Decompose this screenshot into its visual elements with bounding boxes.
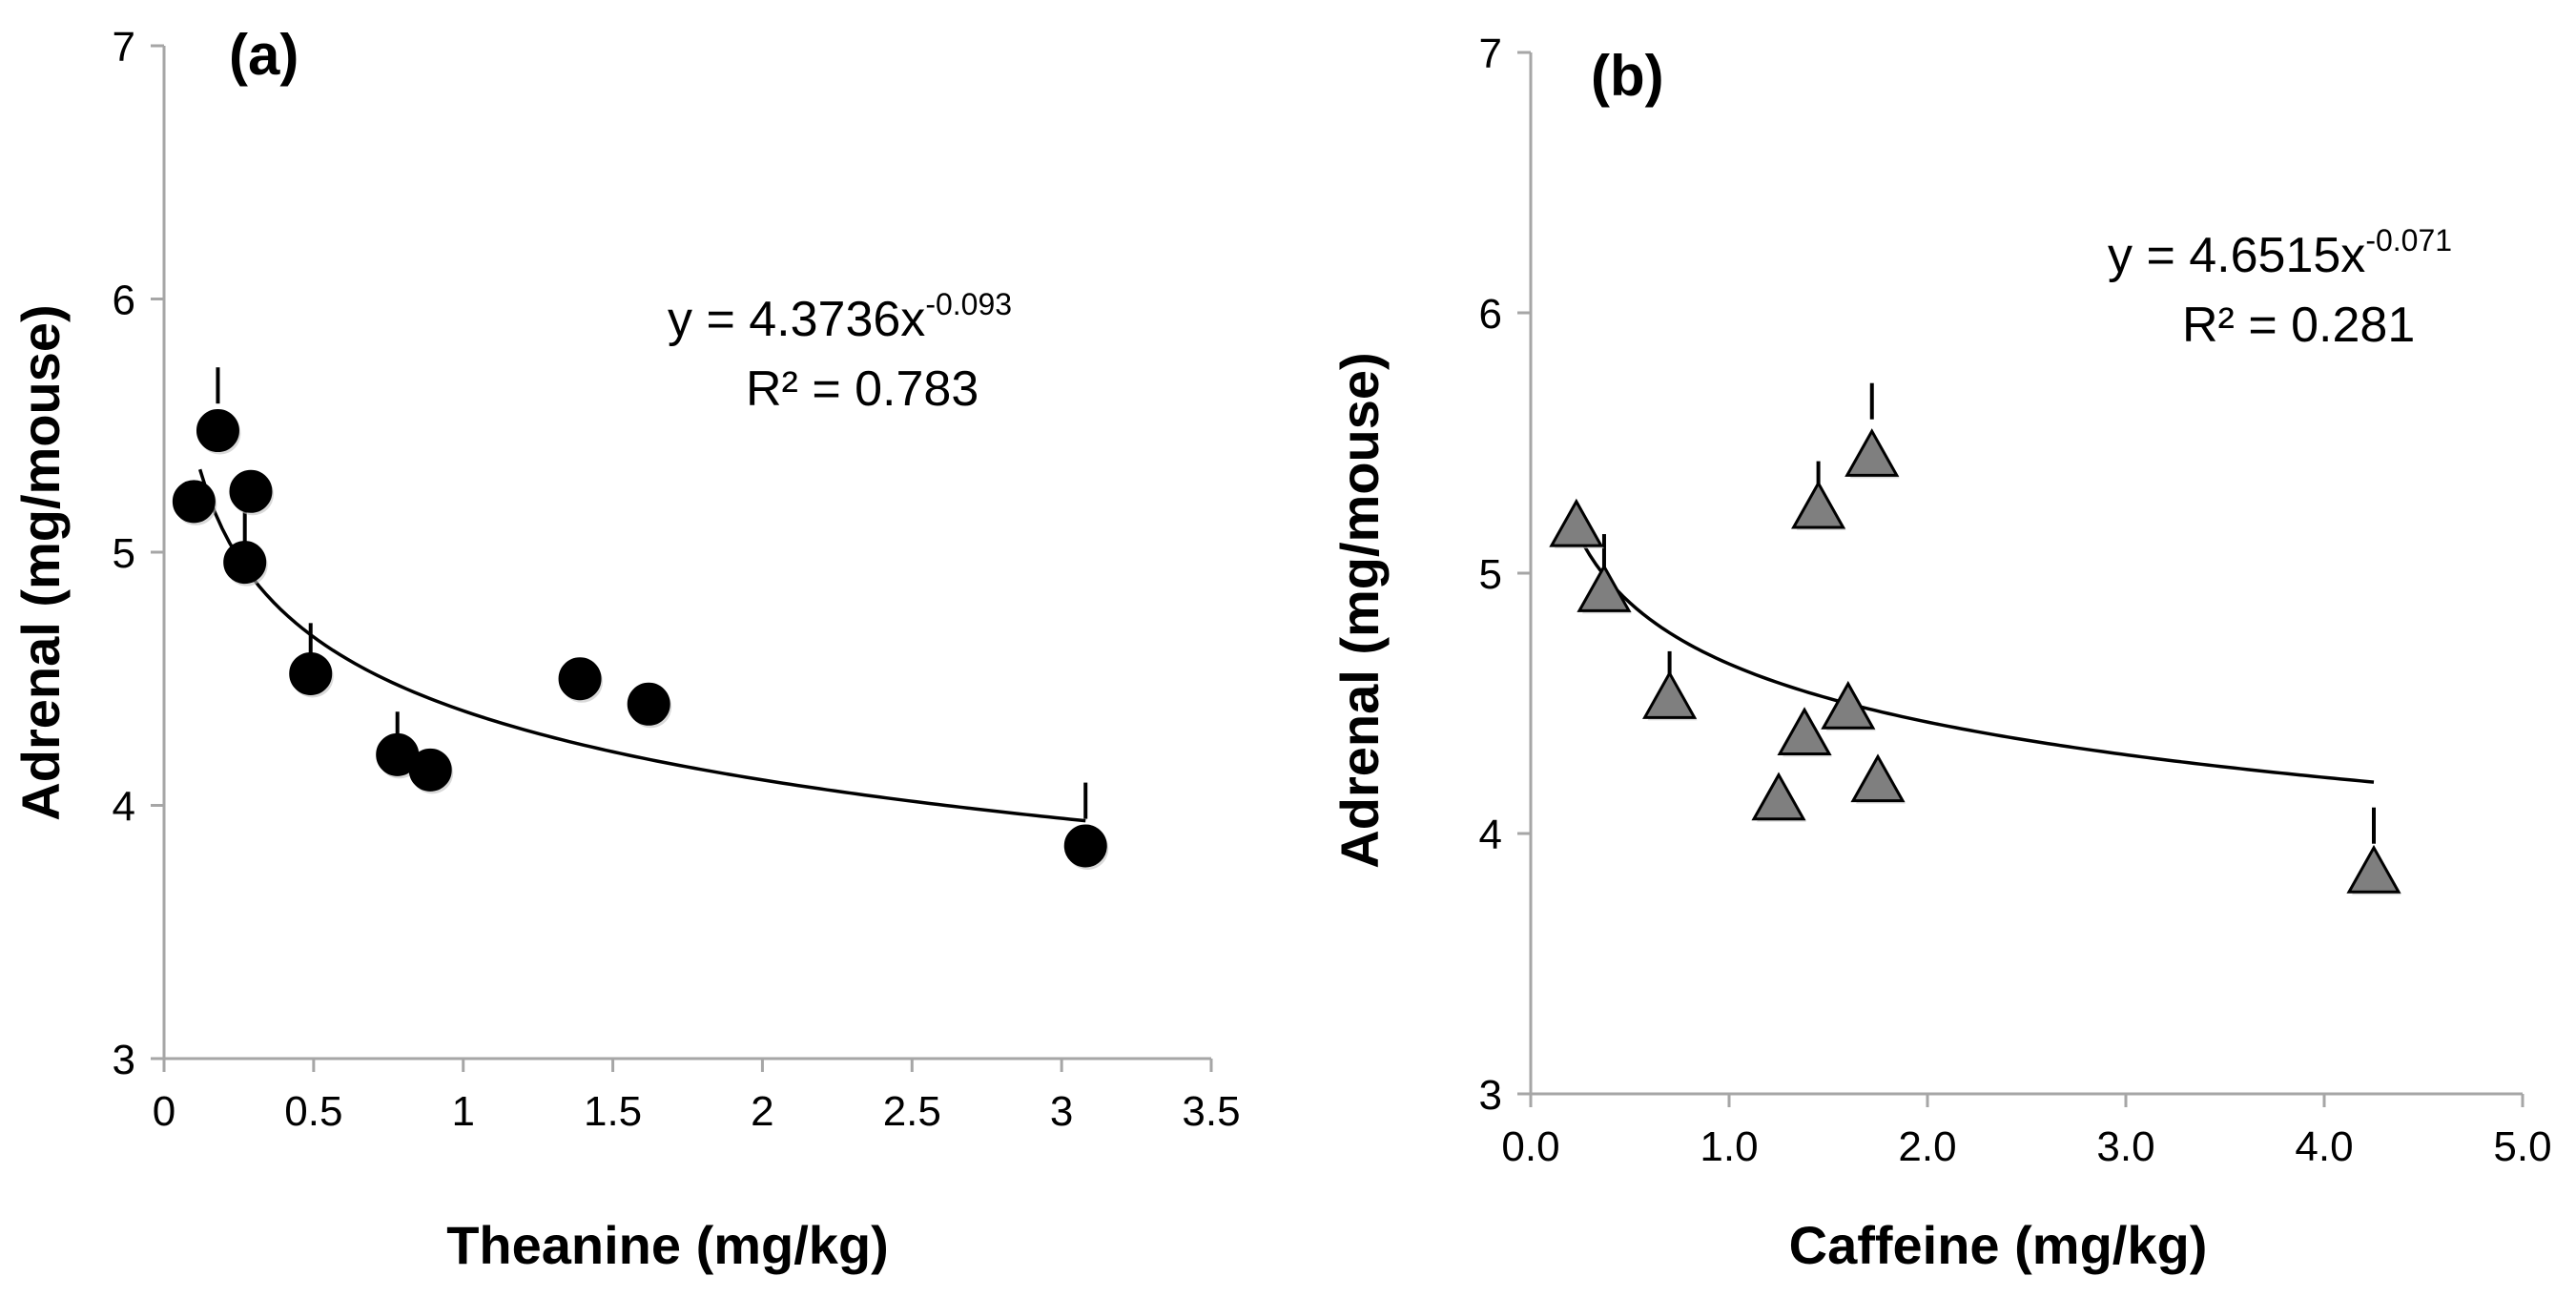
- data-point-b: [1821, 680, 1876, 730]
- r-squared-a: R² = 0.783: [746, 361, 979, 417]
- x-axis-title-b: Caffeine (mg/kg): [1789, 1215, 2208, 1275]
- chart-panel-b: (b) y = 4.6515x-0.071 R² = 0.281 Caffein…: [1329, 31, 2552, 1275]
- y-tick-label-a: 6: [113, 278, 135, 324]
- data-point-a: [196, 409, 239, 453]
- data-point-b: [1549, 498, 1604, 547]
- r-squared-b: R² = 0.281: [2182, 298, 2415, 353]
- x-tick-label-a: 3: [1050, 1088, 1073, 1135]
- data-point-a: [408, 748, 452, 792]
- data-point-a: [627, 682, 670, 726]
- x-tick-label-b: 0.0: [1501, 1123, 1559, 1170]
- y-tick-label-b: 7: [1479, 31, 1502, 77]
- trendline-a: [197, 468, 1086, 823]
- data-point-a: [172, 480, 216, 524]
- data-point-b: [1791, 480, 1846, 529]
- data-point-b: [2346, 844, 2401, 894]
- x-tick-label-a: 1.5: [584, 1088, 642, 1135]
- data-point-b: [1850, 753, 1906, 803]
- y-tick-label-b: 6: [1479, 291, 1502, 338]
- data-point-b: [1577, 564, 1632, 612]
- x-tick-label-b: 4.0: [2295, 1123, 2353, 1170]
- panel-label-a: (a): [229, 23, 299, 87]
- x-tick-label-b: 5.0: [2493, 1123, 2551, 1170]
- y-tick-label-a: 3: [113, 1037, 135, 1083]
- data-point-a: [289, 651, 333, 695]
- trendline-equation-a: y = 4.3736x-0.093: [668, 287, 1012, 347]
- trendline-equation-b: y = 4.6515x-0.071: [2108, 223, 2452, 283]
- data-point-a: [229, 469, 273, 513]
- data-point-b: [1642, 669, 1698, 719]
- y-tick-label-b: 5: [1479, 551, 1502, 598]
- data-point-b: [1777, 707, 1832, 756]
- x-tick-label-b: 3.0: [2096, 1123, 2154, 1170]
- data-point-b: [1751, 772, 1806, 821]
- data-point-b: [1844, 428, 1900, 477]
- x-tick-label-a: 0: [153, 1088, 175, 1135]
- data-point-a: [1063, 824, 1107, 868]
- x-tick-label-a: 2.5: [883, 1088, 941, 1135]
- y-tick-label-a: 5: [113, 530, 135, 577]
- panel-label-b: (b): [1591, 44, 1664, 108]
- y-axis-title-a: Adrenal (mg/mouse): [10, 304, 71, 820]
- x-tick-label-b: 1.0: [1700, 1123, 1758, 1170]
- chart-panel-a: (a) y = 4.3736x-0.093 R² = 0.783 Theanin…: [10, 23, 1241, 1275]
- x-tick-label-a: 0.5: [284, 1088, 342, 1135]
- trendline-b: [1575, 529, 2375, 784]
- data-point-a: [558, 657, 602, 701]
- y-tick-label-b: 3: [1479, 1072, 1502, 1119]
- y-axis-title-b: Adrenal (mg/mouse): [1329, 352, 1390, 868]
- data-point-a: [223, 541, 267, 585]
- y-tick-label-a: 7: [113, 24, 135, 71]
- y-tick-label-a: 4: [113, 784, 135, 831]
- x-tick-label-a: 3.5: [1182, 1088, 1240, 1135]
- y-tick-label-b: 4: [1479, 812, 1502, 858]
- x-axis-title-a: Theanine (mg/kg): [446, 1215, 889, 1275]
- x-tick-label-a: 1: [451, 1088, 474, 1135]
- x-tick-label-b: 2.0: [1898, 1123, 1956, 1170]
- x-tick-label-a: 2: [751, 1088, 773, 1135]
